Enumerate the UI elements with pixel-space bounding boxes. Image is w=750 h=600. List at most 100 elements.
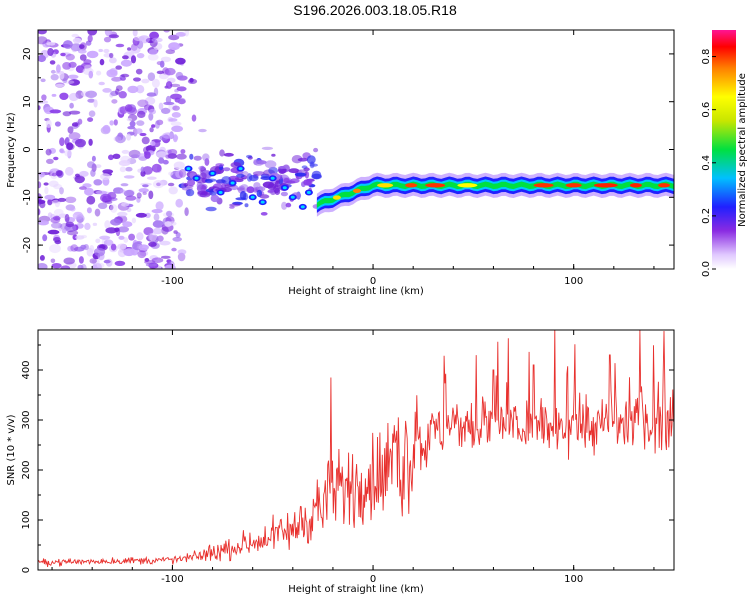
noise-blob bbox=[62, 78, 68, 84]
noise-blob bbox=[65, 196, 77, 203]
noise-blob bbox=[53, 236, 61, 243]
noise-blob bbox=[109, 52, 114, 59]
patch-blob bbox=[306, 155, 316, 165]
noise-blob bbox=[69, 206, 76, 212]
noise-blob bbox=[90, 169, 96, 177]
noise-blob bbox=[159, 240, 171, 246]
noise-blob bbox=[152, 220, 164, 228]
noise-blob bbox=[126, 133, 132, 141]
noise-blob bbox=[176, 86, 187, 92]
patch-blob bbox=[244, 203, 249, 208]
noise-blob bbox=[123, 189, 135, 197]
noise-blob bbox=[59, 137, 65, 147]
band-peak bbox=[425, 183, 446, 188]
noise-blob bbox=[142, 184, 149, 188]
noise-blob bbox=[104, 200, 113, 204]
noise-blob bbox=[170, 121, 182, 126]
noise-blob bbox=[88, 138, 93, 146]
noise-blob bbox=[68, 79, 80, 86]
noise-blob bbox=[142, 191, 147, 195]
noise-blob bbox=[149, 232, 157, 242]
y-tick-label: 200 bbox=[21, 460, 32, 479]
patch-blob bbox=[260, 212, 268, 216]
noise-blob bbox=[177, 249, 187, 255]
noise-blob bbox=[47, 48, 54, 56]
noise-blob bbox=[135, 68, 143, 75]
noise-blob bbox=[152, 227, 163, 235]
noise-blob bbox=[38, 30, 47, 35]
noise-blob bbox=[161, 107, 171, 114]
band-peak bbox=[377, 183, 394, 188]
noise-blob bbox=[95, 238, 101, 244]
noise-blob bbox=[164, 67, 176, 76]
noise-blob bbox=[160, 255, 171, 259]
patch-blob bbox=[285, 202, 292, 208]
noise-blob bbox=[60, 265, 71, 269]
noise-blob bbox=[148, 241, 157, 247]
patch-blob bbox=[248, 174, 259, 182]
noise-blob bbox=[93, 247, 106, 257]
noise-blob bbox=[56, 64, 61, 73]
noise-blob bbox=[91, 258, 100, 265]
noise-blob bbox=[138, 188, 149, 193]
noise-blob bbox=[88, 70, 94, 79]
y-tick-label: 100 bbox=[21, 510, 32, 529]
noise-blob bbox=[46, 158, 54, 164]
noise-blob bbox=[121, 149, 130, 154]
noise-blob bbox=[84, 187, 94, 196]
y-tick-label: 0 bbox=[22, 146, 33, 152]
noise-blob bbox=[170, 83, 181, 88]
noise-blob bbox=[122, 55, 129, 60]
noise-blob bbox=[46, 42, 56, 46]
noise-blob bbox=[78, 256, 84, 264]
snr-line-data bbox=[38, 330, 674, 567]
noise-blob bbox=[184, 207, 189, 217]
noise-blob bbox=[72, 37, 82, 44]
noise-blob bbox=[171, 125, 184, 132]
noise-blob bbox=[127, 47, 132, 51]
patch-blob bbox=[223, 152, 234, 157]
noise-blob bbox=[87, 30, 98, 36]
noise-blob bbox=[137, 99, 149, 108]
noise-blob bbox=[67, 230, 79, 236]
noise-blob bbox=[65, 166, 74, 176]
noise-blob bbox=[148, 49, 158, 55]
noise-blob bbox=[146, 92, 157, 97]
noise-blob bbox=[141, 136, 150, 145]
noise-blob bbox=[50, 74, 59, 81]
noise-blob bbox=[38, 181, 42, 189]
noise-blob bbox=[84, 64, 92, 70]
noise-blob bbox=[77, 264, 84, 269]
noise-blob bbox=[38, 105, 41, 111]
noise-blob bbox=[123, 248, 135, 257]
noise-blob bbox=[128, 233, 136, 241]
noise-blob bbox=[126, 117, 133, 122]
patch-blob bbox=[262, 181, 275, 189]
noise-blob bbox=[64, 149, 73, 157]
noise-blob bbox=[138, 35, 150, 44]
noise-blob bbox=[155, 201, 164, 211]
noise-blob bbox=[51, 222, 63, 229]
patch-blob bbox=[252, 171, 265, 176]
colorbar-axes: 0.0 0.2 0.4 0.6 0.8 Normalized spectral ampli… bbox=[701, 49, 748, 277]
noise-blob bbox=[49, 109, 62, 114]
noise-blob bbox=[39, 172, 45, 178]
y-axis-label: SNR (10 * v/v) bbox=[6, 414, 17, 485]
noise-blob bbox=[168, 118, 178, 122]
heatmap-frame bbox=[37, 29, 675, 270]
noise-blob bbox=[63, 40, 73, 49]
noise-blob bbox=[136, 232, 144, 241]
band-peak bbox=[457, 183, 478, 188]
noise-blob bbox=[177, 252, 186, 262]
noise-blob bbox=[113, 119, 118, 126]
noise-blob bbox=[171, 112, 181, 118]
patch-blob bbox=[294, 172, 307, 177]
noise-blob bbox=[145, 212, 151, 218]
patch-blob bbox=[210, 194, 220, 203]
noise-blob bbox=[139, 132, 147, 137]
y-tick-label: 400 bbox=[21, 360, 32, 379]
patch-blob bbox=[253, 159, 258, 165]
patch-blob bbox=[205, 178, 217, 182]
noise-blob bbox=[60, 150, 66, 154]
